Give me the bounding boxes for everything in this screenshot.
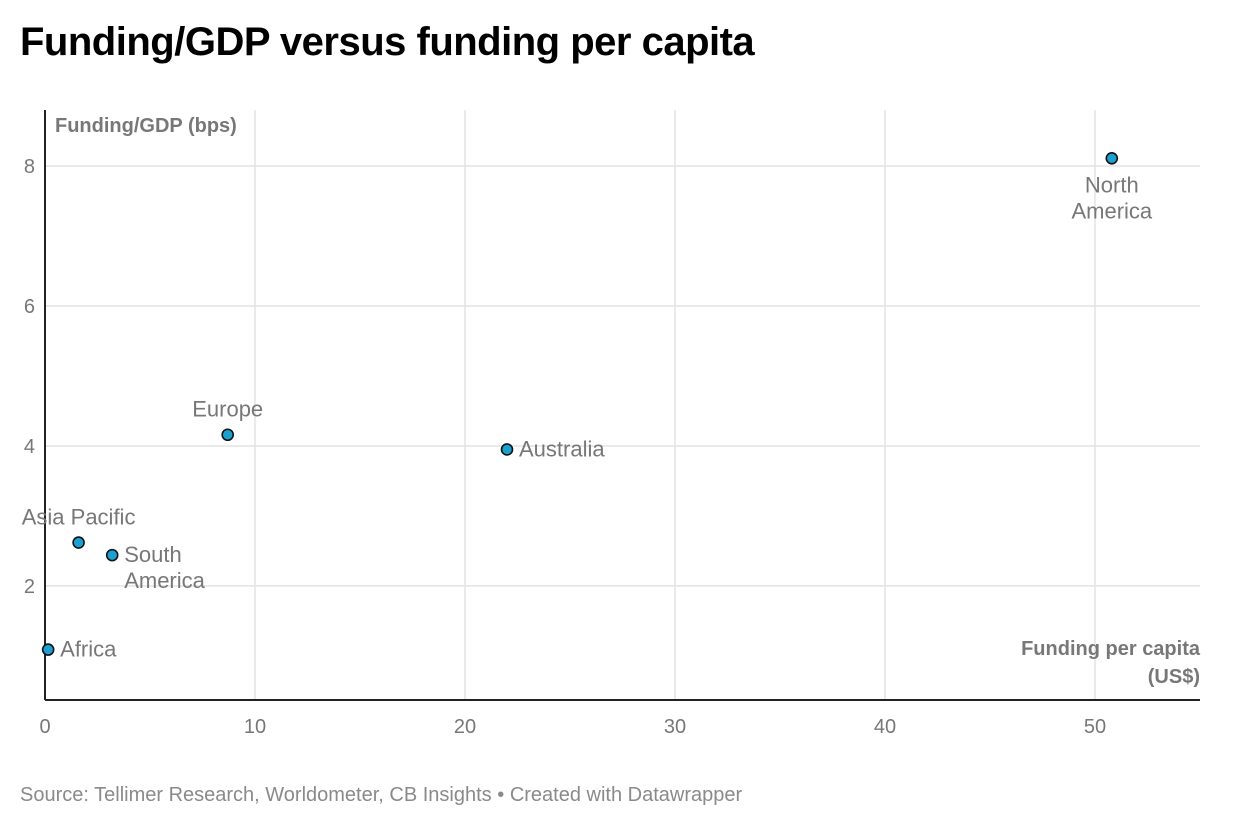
y-tick-labels: 2 4 6 8 — [24, 156, 35, 598]
axis-titles: Funding/GDP (bps) Funding per capita (US$) — [55, 115, 1201, 688]
y-tick-label-2: 2 — [24, 576, 35, 598]
x-axis-title-line: (US$) — [1148, 666, 1200, 688]
point-label-line: Europe — [192, 397, 263, 422]
x-tick-label-10: 10 — [244, 716, 266, 738]
point-label-line: America — [1071, 198, 1152, 223]
point-label-line: Australia — [519, 436, 605, 461]
chart-title: Funding/GDP versus funding per capita — [20, 20, 755, 64]
y-gridlines — [45, 165, 1200, 587]
axes — [44, 110, 1200, 701]
point-label-line: North — [1085, 172, 1139, 197]
x-axis-title-line: Funding per capita — [1021, 638, 1201, 660]
data-point-south-america — [105, 548, 119, 562]
data-points — [41, 151, 1119, 656]
point-label-line: South — [124, 542, 182, 567]
data-point-north-america — [1105, 151, 1119, 165]
x-tick-label-20: 20 — [454, 716, 476, 738]
footer: Source: Tellimer Research, Worldometer, … — [20, 784, 742, 807]
data-point-australia — [500, 443, 514, 456]
point-label-europe: Europe — [192, 397, 263, 422]
separator: • — [497, 784, 505, 806]
data-point-asia-pacific — [72, 536, 85, 549]
credit-note: Created with Datawrapper — [509, 784, 743, 806]
x-tick-label-50: 50 — [1084, 716, 1106, 738]
point-label-line: Africa — [60, 637, 117, 662]
point-label-line: America — [124, 568, 205, 593]
y-tick-label-4: 4 — [24, 436, 35, 458]
x-axis-title: Funding per capita (US$) — [1021, 638, 1201, 688]
point-label-asia-pacific: Asia Pacific — [22, 505, 136, 530]
data-point-europe — [221, 428, 234, 442]
y-tick-label-8: 8 — [24, 156, 35, 178]
point-label-africa: Africa — [60, 637, 117, 662]
x-tick-label-30: 30 — [664, 716, 686, 738]
y-tick-label-6: 6 — [24, 296, 35, 318]
source-note: Source: Tellimer Research, Worldometer, … — [20, 784, 492, 806]
data-point-africa — [41, 643, 55, 656]
x-tick-label-0: 0 — [39, 716, 50, 738]
x-gridlines — [254, 110, 1096, 700]
x-tick-label-40: 40 — [874, 716, 896, 738]
point-label-south-america: South America — [124, 542, 205, 593]
x-tick-labels: 0 10 20 30 40 50 — [39, 716, 1106, 738]
point-label-line: Asia Pacific — [22, 505, 136, 530]
point-label-north-america: North America — [1071, 172, 1152, 223]
y-axis-title: Funding/GDP (bps) — [55, 115, 237, 137]
point-label-australia: Australia — [519, 436, 605, 461]
